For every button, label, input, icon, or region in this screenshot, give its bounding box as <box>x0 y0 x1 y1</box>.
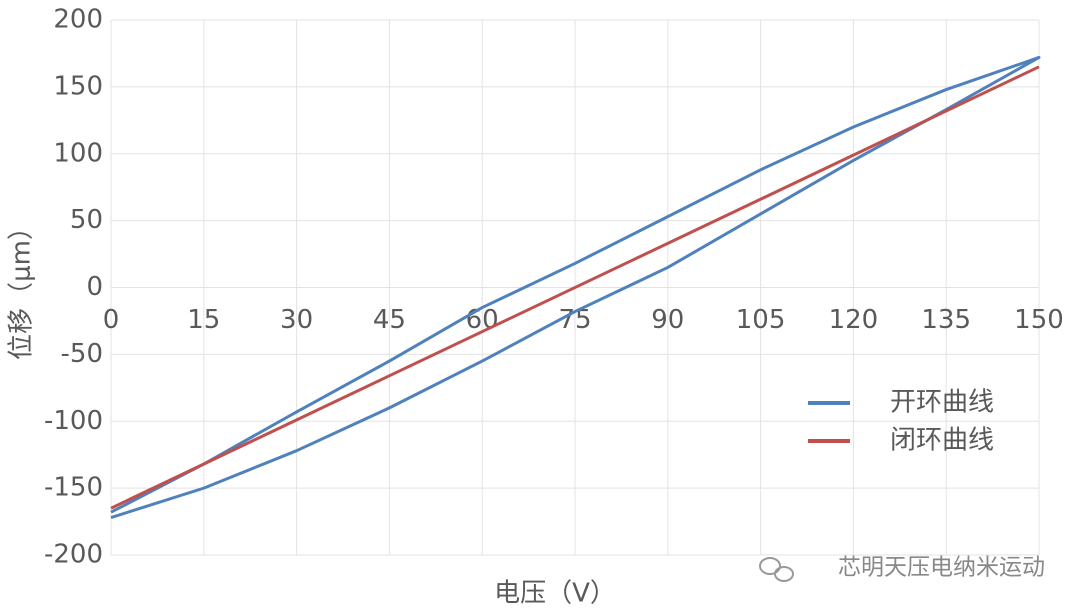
x-tick-label: 15 <box>187 305 220 335</box>
y-tick-label: 0 <box>86 272 103 302</box>
y-tick-label: 50 <box>70 205 103 235</box>
y-tick-label: -150 <box>44 473 103 503</box>
x-tick-label: 120 <box>829 305 879 335</box>
series-line <box>110 55 1041 519</box>
y-axis-label: 位移（μm） <box>7 214 37 360</box>
y-tick-label: 200 <box>53 5 103 35</box>
y-tick-label: -50 <box>61 339 103 369</box>
y-tick-label: 150 <box>53 71 103 101</box>
series-line <box>110 65 1040 510</box>
x-tick-label: 150 <box>1014 305 1064 335</box>
watermark-icon <box>759 557 794 582</box>
x-tick-label: 45 <box>373 305 406 335</box>
watermark: 芯明天压电纳米运动 <box>838 555 1045 581</box>
x-tick-label: 90 <box>651 305 684 335</box>
y-tick-label: -100 <box>44 406 103 436</box>
y-tick-label: -200 <box>44 540 103 570</box>
x-axis-label: 电压（V） <box>494 579 616 609</box>
y-tick-label: 100 <box>53 138 103 168</box>
x-tick-label: 135 <box>921 305 971 335</box>
x-tick-label: 75 <box>558 305 591 335</box>
x-tick-label: 105 <box>736 305 786 335</box>
legend-label: 开环曲线 <box>890 388 994 418</box>
x-tick-label: 0 <box>103 305 120 335</box>
x-tick-label: 30 <box>280 305 313 335</box>
legend-label: 闭环曲线 <box>890 426 994 456</box>
